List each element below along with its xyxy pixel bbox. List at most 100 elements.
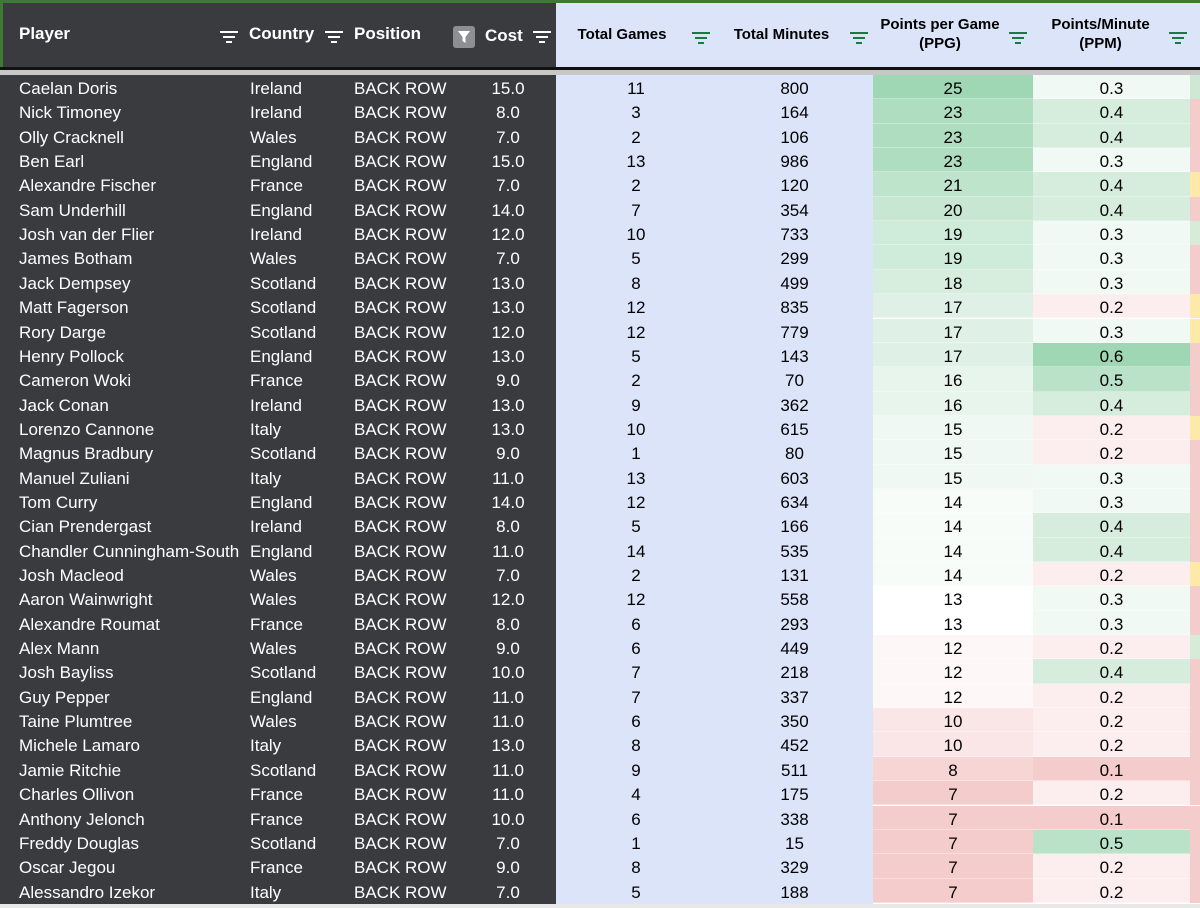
ppg-cell[interactable]: 16 — [873, 391, 1033, 416]
next-column-cell[interactable] — [1190, 318, 1200, 343]
cost-cell[interactable]: 9.0 — [496, 371, 520, 391]
country-cell[interactable]: Ireland — [250, 395, 302, 415]
ppg-cell[interactable]: 20 — [873, 196, 1033, 222]
country-cell[interactable]: Scotland — [250, 444, 317, 464]
country-cell[interactable]: Ireland — [250, 103, 302, 123]
country-cell[interactable]: Scotland — [250, 322, 317, 342]
country-cell[interactable]: France — [250, 371, 303, 391]
cost-cell[interactable]: 7.0 — [496, 566, 520, 585]
table-row[interactable]: Jack Dempsey Scotland BACK ROW 13.0 8 499 18 0.… — [0, 269, 1200, 295]
table-row[interactable]: Guy Pepper England BACK ROW 11.0 7 337 12 0.2 — [0, 683, 1200, 709]
next-column-cell[interactable] — [1190, 488, 1200, 514]
total-games-cell[interactable]: 2 — [631, 371, 641, 391]
cost-cell[interactable]: 11.0 — [492, 541, 524, 561]
next-column-cell[interactable] — [1190, 829, 1200, 855]
total-games-cell[interactable]: 12 — [626, 590, 646, 610]
cost-cell[interactable]: 13.0 — [491, 736, 525, 756]
filter-icon[interactable] — [1009, 31, 1027, 45]
total-games-cell[interactable]: 6 — [631, 614, 641, 634]
total-minutes-cell[interactable]: 986 — [780, 152, 809, 172]
header-ppg[interactable]: Points per Game (PPG) — [873, 0, 1033, 68]
total-minutes-cell[interactable]: 166 — [780, 517, 809, 537]
ppm-cell[interactable]: 0.2 — [1033, 683, 1190, 709]
table-row[interactable]: Rory Darge Scotland BACK ROW 12.0 12 779 17 0.3 — [0, 318, 1200, 343]
player-cell[interactable]: Taine Plumtree — [19, 712, 133, 732]
ppg-cell[interactable]: 12 — [873, 659, 1033, 684]
header-cost[interactable]: Cost — [449, 0, 556, 68]
cost-cell[interactable]: 15.0 — [491, 152, 525, 172]
position-cell[interactable]: BACK ROW — [354, 736, 447, 756]
ppm-cell[interactable]: 0.4 — [1033, 513, 1190, 538]
ppm-cell[interactable]: 0.4 — [1033, 99, 1190, 124]
table-row[interactable]: Matt Fagerson Scotland BACK ROW 13.0 12 835 17… — [0, 294, 1200, 319]
cost-cell[interactable]: 8.0 — [496, 103, 520, 123]
country-cell[interactable]: Wales — [250, 590, 297, 610]
player-cell[interactable]: Matt Fagerson — [19, 298, 129, 318]
filter-icon[interactable] — [325, 30, 343, 44]
total-minutes-cell[interactable]: 634 — [780, 492, 809, 512]
position-cell[interactable]: BACK ROW — [354, 419, 447, 439]
position-cell[interactable]: BACK ROW — [354, 298, 447, 318]
next-column-cell[interactable] — [1190, 878, 1200, 903]
position-cell[interactable]: BACK ROW — [354, 127, 447, 147]
position-cell[interactable]: BACK ROW — [354, 322, 447, 342]
ppg-cell[interactable]: 17 — [873, 294, 1033, 319]
player-cell[interactable]: Michele Lamaro — [19, 736, 140, 756]
ppg-cell[interactable]: 23 — [873, 123, 1033, 149]
total-minutes-cell[interactable]: 499 — [780, 273, 809, 293]
ppg-cell[interactable]: 17 — [873, 318, 1033, 343]
country-cell[interactable]: England — [250, 492, 313, 512]
country-cell[interactable]: Italy — [250, 736, 282, 756]
table-row[interactable]: Aaron Wainwright Wales BACK ROW 12.0 12 558 13… — [0, 586, 1200, 611]
total-minutes-cell[interactable]: 70 — [785, 371, 804, 391]
player-cell[interactable]: Tom Curry — [19, 492, 98, 512]
country-cell[interactable]: Wales — [250, 639, 297, 659]
total-games-cell[interactable]: 13 — [626, 468, 646, 488]
cost-cell[interactable]: 15.0 — [491, 79, 525, 98]
player-cell[interactable]: Sam Underhill — [19, 200, 126, 220]
cost-cell[interactable]: 8.0 — [496, 614, 520, 634]
next-column-cell[interactable] — [1190, 537, 1200, 562]
ppg-cell[interactable]: 7 — [873, 805, 1033, 830]
cost-cell[interactable]: 13.0 — [491, 273, 525, 293]
total-minutes-cell[interactable]: 329 — [780, 858, 809, 878]
next-column-cell[interactable] — [1190, 464, 1200, 489]
total-games-cell[interactable]: 3 — [631, 103, 641, 123]
player-cell[interactable]: Manuel Zuliani — [19, 468, 130, 488]
table-row[interactable]: Taine Plumtree Wales BACK ROW 11.0 6 350 10 0.2 — [0, 708, 1200, 733]
total-games-cell[interactable]: 10 — [626, 419, 646, 439]
position-cell[interactable]: BACK ROW — [354, 371, 447, 391]
ppg-cell[interactable]: 14 — [873, 488, 1033, 514]
position-cell[interactable]: BACK ROW — [354, 273, 447, 293]
country-cell[interactable]: Scotland — [250, 273, 317, 293]
next-column-cell[interactable] — [1190, 513, 1200, 538]
cost-cell[interactable]: 13.0 — [491, 395, 525, 415]
country-cell[interactable]: France — [250, 858, 303, 878]
total-games-cell[interactable]: 6 — [631, 809, 641, 829]
ppg-cell[interactable]: 14 — [873, 513, 1033, 538]
table-row[interactable]: Olly Cracknell Wales BACK ROW 7.0 2 106 23 0.4 — [0, 123, 1200, 149]
filter-icon[interactable] — [692, 31, 710, 45]
table-row[interactable]: Henry Pollock England BACK ROW 13.0 5 143 17 0.… — [0, 342, 1200, 368]
total-minutes-cell[interactable]: 120 — [780, 176, 809, 196]
ppm-cell[interactable]: 0.2 — [1033, 854, 1190, 879]
filter-icon[interactable] — [220, 30, 238, 44]
position-cell[interactable]: BACK ROW — [354, 346, 447, 366]
next-column-cell[interactable] — [1190, 342, 1200, 368]
position-cell[interactable]: BACK ROW — [354, 833, 447, 853]
ppm-cell[interactable]: 0.3 — [1033, 245, 1190, 270]
total-games-cell[interactable]: 11 — [627, 79, 645, 98]
total-minutes-cell[interactable]: 615 — [780, 419, 809, 439]
total-games-cell[interactable]: 2 — [631, 566, 641, 585]
total-minutes-cell[interactable]: 835 — [780, 298, 809, 318]
position-cell[interactable]: BACK ROW — [354, 590, 447, 610]
cost-cell[interactable]: 7.0 — [496, 882, 520, 902]
table-row[interactable]: Josh Macleod Wales BACK ROW 7.0 2 131 14 0.2 — [0, 562, 1200, 587]
total-minutes-cell[interactable]: 218 — [780, 663, 809, 683]
player-cell[interactable]: Magnus Bradbury — [19, 444, 154, 464]
table-row[interactable]: Alexandre Fischer France BACK ROW 7.0 2 120 21… — [0, 172, 1200, 197]
cost-cell[interactable]: 12.0 — [491, 590, 525, 610]
cost-cell[interactable]: 9.0 — [496, 444, 520, 464]
total-minutes-cell[interactable]: 80 — [785, 444, 804, 464]
country-cell[interactable]: England — [250, 200, 313, 220]
